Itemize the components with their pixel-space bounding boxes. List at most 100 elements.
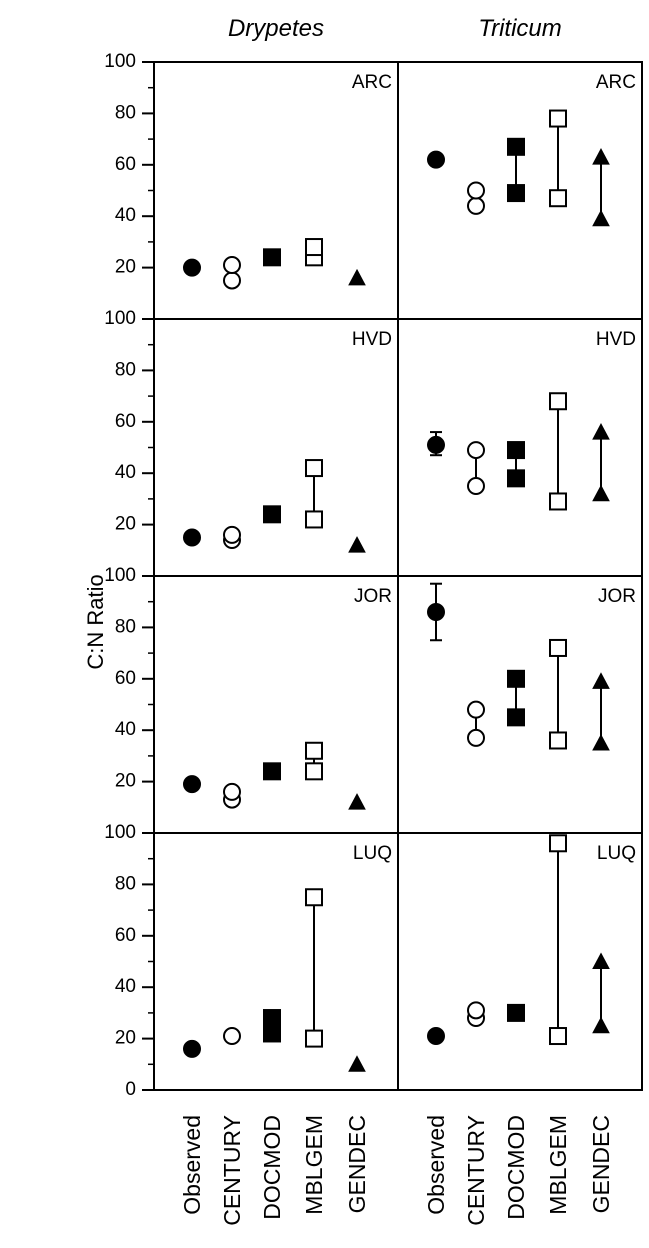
- triticum-arc-gendec-point-2: [592, 148, 610, 165]
- y-tick-label: 100: [104, 51, 136, 72]
- panel-labels: ARC HVD JOR LUQ ARC HVD JOR LUQ: [352, 72, 636, 864]
- panel-label-arc: ARC: [352, 72, 392, 93]
- x-label-century: CENTURY: [463, 1115, 489, 1226]
- column-titles: Drypetes Triticum: [228, 15, 562, 42]
- triticum-hvd-century-point-2: [467, 441, 485, 460]
- triticum-jor-gendec-point-2: [592, 672, 610, 689]
- y-tick-label: 20: [115, 514, 136, 535]
- triticum-jor-docmod-point-2: [507, 669, 525, 688]
- column-title-triticum: Triticum: [478, 15, 562, 42]
- drypetes-luq-mblgem-point-1: [305, 1029, 323, 1048]
- triticum-jor-observed-point-1: [427, 602, 445, 621]
- drypetes-jor-docmod-point-1: [263, 762, 281, 781]
- y-tick-label: 100: [104, 308, 136, 329]
- triticum-hvd-mblgem-point-2: [549, 392, 567, 411]
- drypetes-arc-century-point-2: [223, 256, 241, 275]
- drypetes-hvd-mblgem-point-2: [305, 459, 323, 478]
- x-label-mblgem: MBLGEM: [545, 1115, 571, 1215]
- triticum-luq-mblgem-point-1: [549, 1027, 567, 1046]
- drypetes-jor-observed-point-1: [183, 775, 201, 794]
- drypetes-jor-gendec-point-1: [348, 793, 366, 810]
- drypetes-luq-mblgem-point-2: [305, 888, 323, 907]
- y-tick-label: 40: [115, 205, 136, 226]
- drypetes-jor-mblgem-point-2: [305, 741, 323, 760]
- triticum-hvd-gendec-point-2: [592, 423, 610, 440]
- triticum-luq-gendec-point-2: [592, 952, 610, 969]
- triticum-jor-docmod-point-1: [507, 708, 525, 727]
- x-label-gendec: GENDEC: [344, 1115, 370, 1213]
- drypetes-arc-century-point-1: [223, 271, 241, 290]
- y-tick-label: 0: [125, 1079, 136, 1100]
- triticum-arc-century-point-2: [467, 181, 485, 200]
- y-tick-label: 20: [115, 771, 136, 792]
- drypetes-luq-docmod-point-1: [263, 1024, 281, 1043]
- panel-label-luq: LUQ: [353, 843, 392, 864]
- triticum-luq-observed-point-1: [427, 1027, 445, 1046]
- y-tick-label: 100: [104, 565, 136, 586]
- drypetes-luq-century-point-1: [223, 1027, 241, 1046]
- triticum-hvd-docmod-point-2: [507, 441, 525, 460]
- y-tick-label: 40: [115, 976, 136, 997]
- triticum-hvd-docmod-point-1: [507, 469, 525, 488]
- drypetes-luq-gendec-point-1: [348, 1055, 366, 1072]
- drypetes-luq-docmod-point-2: [263, 1009, 281, 1028]
- y-tick-label: 40: [115, 462, 136, 483]
- x-label-docmod: DOCMOD: [259, 1115, 285, 1220]
- drypetes-arc-docmod-point-1: [263, 248, 281, 267]
- y-tick-label: 20: [115, 1028, 136, 1049]
- drypetes-luq-observed-point-1: [183, 1039, 201, 1058]
- panel-label-hvd: HVD: [596, 329, 636, 350]
- triticum-jor-century-point-2: [467, 700, 485, 719]
- drypetes-hvd-century-point-2: [223, 525, 241, 544]
- y-axis-label: C:N Ratio: [83, 574, 108, 669]
- triticum-hvd-mblgem-point-1: [549, 492, 567, 511]
- triticum-arc-mblgem-point-1: [549, 189, 567, 208]
- triticum-hvd-observed-point-1: [427, 435, 445, 454]
- y-tick-label: 60: [115, 925, 136, 946]
- triticum-jor-mblgem-point-2: [549, 638, 567, 657]
- triticum-luq-docmod-point-1: [507, 1003, 525, 1022]
- drypetes-arc-mblgem-point-2: [305, 238, 323, 257]
- y-tick-label: 60: [115, 411, 136, 432]
- y-tick-label: 80: [115, 359, 136, 380]
- x-label-observed: Observed: [179, 1115, 205, 1215]
- triticum-arc-gendec-point-1: [592, 209, 610, 227]
- y-axis: 20 40 60 80 100 20 40 60 80 100 20 40 60 80 100 0 20 40 60…: [104, 51, 154, 1100]
- panel-label-hvd: HVD: [352, 329, 392, 350]
- panel-frames: [142, 61, 643, 1091]
- y-tick-label: 40: [115, 719, 136, 740]
- panel-label-jor: JOR: [354, 586, 392, 607]
- triticum-luq-gendec-point-1: [592, 1016, 610, 1034]
- x-axis-labels: Observed CENTURY DOCMOD MBLGEM GENDEC Observe…: [179, 1115, 614, 1226]
- data-marks: [183, 109, 610, 1072]
- triticum-jor-gendec-point-1: [592, 733, 610, 751]
- drypetes-hvd-observed-point-1: [183, 528, 201, 547]
- column-title-drypetes: Drypetes: [228, 15, 324, 42]
- drypetes-hvd-mblgem-point-1: [305, 510, 323, 529]
- y-tick-label: 60: [115, 154, 136, 175]
- triticum-arc-century-point-1: [467, 196, 485, 215]
- drypetes-jor-century-point-2: [223, 782, 241, 801]
- triticum-luq-mblgem-point-2: [549, 834, 567, 853]
- y-tick-label: 100: [104, 822, 136, 843]
- x-label-observed: Observed: [423, 1115, 449, 1215]
- triticum-hvd-century-point-1: [467, 477, 485, 496]
- triticum-arc-docmod-point-2: [507, 137, 525, 156]
- panel-label-arc: ARC: [596, 72, 636, 93]
- x-label-century: CENTURY: [219, 1115, 245, 1226]
- triticum-jor-century-point-1: [467, 728, 485, 747]
- drypetes-hvd-docmod-point-1: [263, 505, 281, 524]
- x-label-gendec: GENDEC: [588, 1115, 614, 1213]
- drypetes-arc-observed-point-1: [183, 258, 201, 277]
- y-tick-label: 80: [115, 102, 136, 123]
- triticum-jor-mblgem-point-1: [549, 731, 567, 750]
- panel-label-jor: JOR: [598, 586, 636, 607]
- drypetes-arc-gendec-point-1: [348, 268, 366, 286]
- y-tick-label: 80: [115, 873, 136, 894]
- y-tick-label: 60: [115, 668, 136, 689]
- panel-label-luq: LUQ: [597, 843, 636, 864]
- triticum-hvd-gendec-point-1: [592, 484, 610, 502]
- x-label-mblgem: MBLGEM: [301, 1115, 327, 1215]
- triticum-arc-mblgem-point-2: [549, 109, 567, 128]
